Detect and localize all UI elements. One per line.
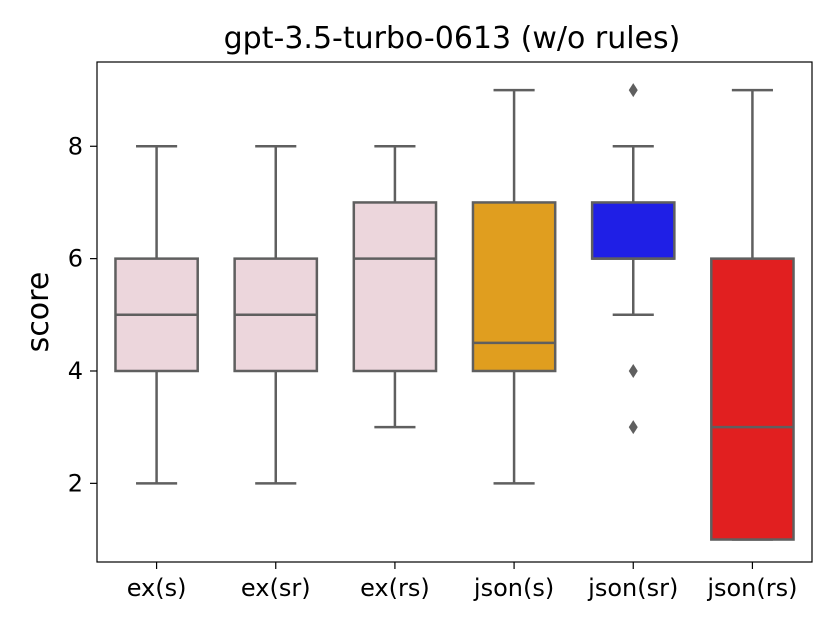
y-axis-label: score: [21, 272, 56, 353]
plot-area: 2 4 6 8 ex(s) ex(sr) ex(rs) json(s) json(sr) json…: [68, 61, 813, 602]
x-tick-label: json(s): [473, 574, 554, 602]
y-tick-label: 8: [68, 132, 83, 160]
x-tick-label: ex(s): [127, 574, 187, 602]
x-tick-label: json(rs): [706, 574, 797, 602]
box-ex(rs): [352, 201, 438, 373]
box-json(rs): [710, 257, 795, 541]
outlier-point: [628, 83, 638, 98]
chart-title: gpt-3.5-turbo-0613 (w/o rules): [224, 21, 681, 56]
y-tick-label: 4: [68, 357, 83, 385]
outlier-point: [628, 363, 638, 378]
plot-frame: [96, 61, 813, 563]
box-json(s): [471, 201, 557, 373]
outlier-point: [628, 420, 638, 435]
y-tick-label: 2: [68, 469, 83, 497]
y-tick-label: 6: [68, 245, 83, 273]
x-tick-label: ex(sr): [241, 574, 311, 602]
x-tick-label: json(sr): [587, 574, 678, 602]
box-json(sr): [590, 201, 676, 260]
x-tick-label: ex(rs): [360, 574, 430, 602]
